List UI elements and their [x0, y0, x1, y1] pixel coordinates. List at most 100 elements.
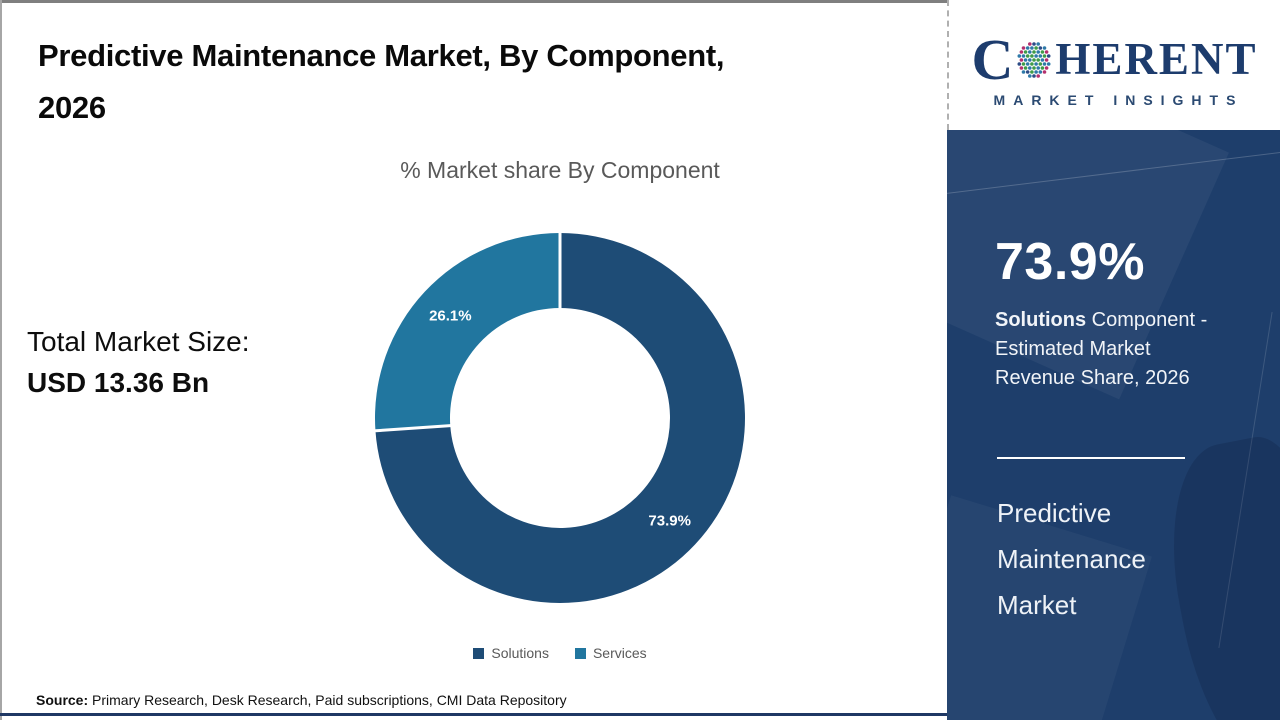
globe-dot	[1020, 49, 1024, 54]
globe-dot	[1024, 65, 1028, 70]
globe-dot	[1043, 69, 1047, 74]
page-title-line2: 2026	[38, 90, 106, 125]
logo-wordmark: HERENT	[1055, 34, 1258, 84]
donut-slice-services[interactable]	[374, 233, 560, 431]
panel-divider-line	[997, 457, 1185, 459]
globe-dot	[1028, 41, 1033, 46]
donut-slice-solutions[interactable]	[375, 233, 745, 603]
logo-letter-c: C	[971, 26, 1014, 92]
globe-dot	[1045, 57, 1049, 62]
globe-dot	[1030, 45, 1035, 50]
globe-dot	[1030, 61, 1035, 66]
panel-market-title-line1: Predictive	[997, 498, 1112, 528]
globe-dot	[1036, 49, 1041, 54]
globe-dot	[1034, 45, 1039, 50]
panel-market-title-line3: Market	[997, 590, 1077, 620]
highlight-stat-value: 73.9%	[995, 233, 1145, 291]
globe-dot	[1030, 69, 1035, 74]
stat-desc-bold: Solutions	[995, 309, 1087, 331]
panel-market-title-line2: Maintenance	[997, 544, 1146, 574]
globe-dot	[1028, 57, 1033, 62]
chart-legend: Solutions Services	[200, 645, 920, 661]
globe-dot	[1022, 61, 1026, 66]
globe-dot	[1047, 61, 1051, 66]
source-label: Source:	[36, 692, 89, 708]
source-text: Primary Research, Desk Research, Paid su…	[88, 692, 567, 708]
bottom-accent-line	[0, 713, 949, 716]
globe-dot	[1022, 45, 1026, 50]
globe-dot	[1017, 53, 1022, 58]
map-silhouette-texture	[1150, 428, 1280, 720]
total-market-size-label: Total Market Size:	[27, 326, 250, 357]
globe-dot	[1032, 49, 1037, 54]
globe-dot	[1028, 73, 1033, 78]
globe-dot	[1041, 65, 1045, 70]
globe-dot	[1047, 53, 1051, 58]
globe-dot	[1036, 73, 1041, 78]
brand-logo-area: C HERENT MARKET INSIGHTS	[947, 0, 1280, 130]
globe-dot	[1041, 49, 1045, 54]
stat-desc-rest: Component -	[1086, 309, 1208, 331]
source-line: Source: Primary Research, Desk Research,…	[36, 692, 567, 708]
globe-dot	[1038, 69, 1043, 74]
legend-label: Services	[592, 645, 647, 661]
slice-separator	[373, 423, 453, 433]
highlight-panel: 73.9% Solutions Component - Estimated Ma…	[947, 130, 1280, 720]
globe-dot	[1026, 61, 1030, 66]
page-title: Predictive Maintenance Market, By Compon…	[38, 30, 938, 134]
globe-dot	[1017, 61, 1022, 66]
dotted-globe-icon	[1017, 41, 1051, 78]
globe-dot	[1024, 57, 1028, 62]
page-title-line1: Predictive Maintenance Market, By Compon…	[38, 38, 725, 73]
legend-swatch-icon	[473, 647, 485, 659]
total-market-size-value: USD 13.36 Bn	[27, 367, 210, 398]
globe-dot	[1038, 61, 1043, 66]
globe-dot	[1045, 49, 1049, 54]
globe-dot	[1043, 53, 1047, 58]
logo-subtitle: MARKET INSIGHTS	[993, 91, 1244, 108]
right-panel: C HERENT MARKET INSIGHTS 73.9% Solutions…	[947, 0, 1280, 720]
slice-data-label: 73.9%	[648, 512, 691, 529]
globe-dot	[1036, 57, 1041, 62]
globe-dot	[1020, 65, 1024, 70]
legend-label: Solutions	[491, 645, 549, 661]
slice-data-label: 26.1%	[429, 308, 472, 325]
chart-title: % Market share By Component	[400, 157, 720, 183]
globe-dot	[1026, 69, 1030, 74]
legend-item-solutions[interactable]: Solutions	[473, 645, 549, 661]
globe-dot	[1036, 41, 1041, 46]
globe-dot	[1032, 41, 1037, 46]
globe-dot	[1036, 65, 1041, 70]
globe-dot	[1045, 65, 1049, 70]
globe-dot	[1030, 53, 1035, 58]
top-border	[0, 0, 1280, 3]
brand-logo: C HERENT	[971, 26, 1258, 92]
globe-dot	[1034, 53, 1039, 58]
total-market-size-block: Total Market Size: USD 13.36 Bn	[27, 322, 250, 404]
stat-desc-line1: Solutions Component -	[995, 306, 1207, 335]
globe-dot	[1034, 61, 1039, 66]
globe-dot	[1034, 69, 1039, 74]
globe-dot	[1020, 57, 1024, 62]
globe-dot	[1043, 45, 1047, 50]
globe-dot	[1043, 61, 1047, 66]
legend-swatch-icon	[574, 647, 586, 659]
globe-dot	[1024, 49, 1028, 54]
globe-dot	[1026, 53, 1030, 58]
donut-chart: 73.9% 26.1%	[373, 231, 745, 603]
legend-item-services[interactable]: Services	[574, 645, 647, 661]
globe-dot	[1022, 53, 1026, 58]
globe-dot	[1022, 69, 1026, 74]
globe-dot	[1041, 57, 1045, 62]
highlight-stat-description: Solutions Component - Estimated Market R…	[995, 306, 1207, 393]
stat-desc-line2: Estimated Market	[995, 338, 1151, 360]
globe-dot	[1028, 65, 1033, 70]
globe-dot	[1032, 73, 1037, 78]
globe-dot	[1038, 45, 1043, 50]
stat-desc-line3: Revenue Share, 2026	[995, 367, 1190, 389]
globe-dot	[1038, 53, 1043, 58]
globe-dot	[1028, 49, 1033, 54]
left-border	[0, 0, 2, 720]
globe-dot	[1032, 57, 1037, 62]
